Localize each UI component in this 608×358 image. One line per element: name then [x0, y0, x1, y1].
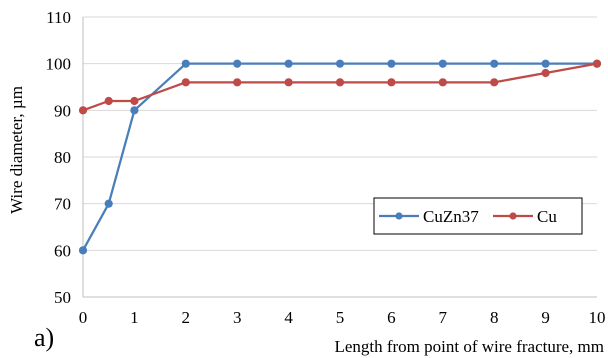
data-point: [438, 59, 447, 68]
data-point: [130, 96, 139, 106]
legend-entry: CuZn37: [379, 207, 479, 226]
data-point: [541, 59, 550, 68]
data-point: [284, 78, 293, 87]
panel-label: a): [34, 323, 54, 352]
legend-label: CuZn37: [423, 207, 479, 226]
x-axis-title: Length from point of wire fracture, mm: [334, 337, 604, 356]
x-tick-label: 8: [490, 308, 499, 327]
y-tick-label: 90: [54, 101, 71, 120]
x-tick-label: 10: [589, 308, 606, 327]
data-point: [181, 78, 190, 87]
x-tick-label: 4: [284, 308, 293, 327]
data-point: [104, 96, 113, 106]
data-point: [541, 68, 550, 78]
legend-items: CuZn37 Cu: [379, 207, 557, 226]
tick-labels: 50 60 70 80 90 100 110 0 1 2 3 4 5 6 7 8 9 10: [46, 8, 606, 327]
data-point: [78, 106, 88, 115]
x-tick-label: 3: [233, 308, 242, 327]
series-line: [82, 62, 598, 112]
legend-entry: Cu: [493, 207, 557, 226]
data-point: [181, 59, 190, 68]
y-tick-label: 80: [54, 148, 71, 167]
x-tick-label: 9: [541, 308, 550, 327]
y-tick-label: 100: [46, 55, 72, 74]
x-tick-label: 1: [130, 308, 139, 327]
y-tick-label: 70: [54, 195, 71, 214]
data-point: [130, 106, 139, 115]
data-point: [233, 78, 242, 87]
legend-marker: [395, 212, 403, 220]
data-point: [387, 59, 396, 68]
legend: CuZn37 Cu: [373, 197, 583, 235]
data-point: [335, 59, 345, 68]
data-point: [78, 246, 88, 255]
series-lines: [78, 59, 602, 255]
legend-marker: [509, 212, 517, 220]
data-point: [490, 78, 499, 87]
data-point: [592, 59, 602, 68]
series-line: [82, 62, 597, 251]
x-tick-label: 6: [387, 308, 396, 327]
series-cu: [78, 59, 602, 115]
data-point: [438, 78, 447, 87]
legend-label: Cu: [537, 207, 557, 226]
x-tick-label: 7: [439, 308, 448, 327]
y-axis-title: Wire diameter, µm: [7, 86, 26, 214]
x-tick-label: 5: [336, 308, 345, 327]
data-point: [284, 59, 293, 68]
data-point: [335, 78, 345, 87]
data-point: [104, 199, 113, 208]
x-tick-label: 0: [79, 308, 88, 327]
data-point: [233, 59, 242, 68]
data-point: [387, 78, 396, 87]
data-point: [490, 59, 499, 68]
y-tick-label: 50: [54, 288, 71, 307]
y-tick-label: 60: [54, 241, 71, 260]
x-tick-label: 2: [182, 308, 191, 327]
series-cuzn37: [78, 59, 602, 255]
y-tick-label: 110: [46, 8, 71, 27]
